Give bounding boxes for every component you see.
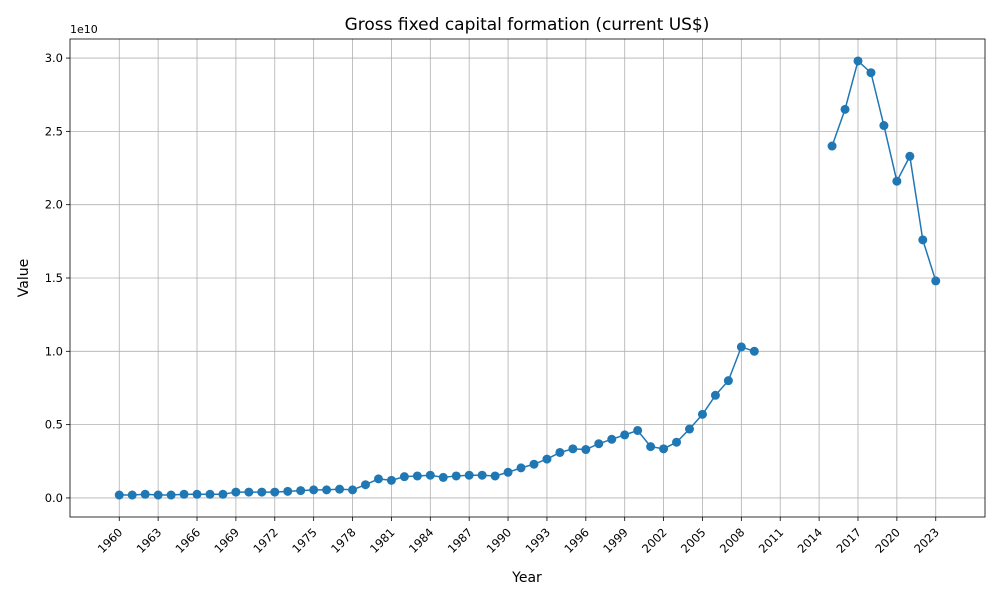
data-point	[620, 430, 630, 440]
x-tick-label: 1996	[561, 525, 592, 556]
data-point	[633, 425, 643, 435]
data-point	[490, 471, 500, 481]
series-line	[119, 345, 755, 496]
data-point	[309, 485, 319, 495]
data-point	[231, 487, 241, 497]
data-point	[555, 447, 565, 457]
y-axis-offset-text: 1e10	[70, 23, 98, 36]
data-point	[827, 141, 837, 151]
data-point	[361, 480, 370, 490]
y-tick-label: 2.5	[45, 124, 63, 138]
data-point	[503, 467, 513, 477]
x-axis-label: Year	[511, 570, 542, 586]
data-point	[710, 390, 720, 400]
data-point	[529, 459, 539, 469]
data-point	[594, 439, 604, 449]
x-tick-label: 1999	[600, 525, 631, 556]
x-tick-label: 1987	[445, 525, 476, 556]
x-tick-label: 1960	[95, 525, 126, 556]
x-tick-label: 1966	[173, 525, 204, 556]
data-point	[192, 489, 202, 499]
x-tick-label: 2017	[834, 525, 865, 556]
data-point	[166, 490, 176, 500]
series	[114, 56, 941, 500]
data-point	[140, 489, 150, 499]
y-tick-label: 0.0	[45, 491, 63, 505]
y-tick-label: 0.5	[45, 418, 63, 432]
data-point	[879, 121, 889, 131]
data-point	[892, 176, 902, 186]
x-tick-label: 1978	[328, 525, 359, 556]
y-tick-label: 1.5	[45, 271, 63, 285]
data-point	[568, 444, 578, 454]
x-tick-label: 2011	[756, 525, 787, 556]
x-tick-label: 1975	[289, 525, 320, 556]
x-tick-label: 2023	[911, 525, 942, 556]
data-point	[866, 68, 876, 78]
data-point	[218, 489, 228, 499]
x-tick-label: 1984	[406, 525, 437, 556]
data-point	[723, 376, 733, 386]
data-point	[412, 471, 422, 481]
data-point	[244, 487, 254, 497]
y-axis: 0.0 0.5 1.0 1.5 2.0 2.5 3.0	[45, 51, 70, 505]
data-point	[270, 487, 280, 497]
x-tick-label: 1963	[134, 525, 165, 556]
data-point	[127, 490, 137, 500]
x-tick-label: 1993	[522, 525, 553, 556]
data-point	[918, 235, 928, 245]
y-tick-label: 1.0	[45, 344, 63, 358]
x-tick-label: 2020	[872, 525, 903, 556]
data-point	[257, 487, 267, 497]
data-point	[736, 342, 746, 352]
x-tick-label: 1969	[211, 525, 242, 556]
data-point	[438, 472, 448, 482]
data-point	[373, 474, 383, 484]
data-point	[335, 484, 345, 494]
data-point	[840, 104, 850, 114]
data-point	[283, 486, 293, 496]
data-point	[477, 470, 487, 480]
data-point	[516, 463, 526, 473]
series-layer	[114, 56, 941, 500]
data-point	[386, 475, 396, 485]
chart-title: Gross fixed capital formation (current U…	[345, 15, 710, 35]
data-point	[581, 445, 591, 455]
data-point	[659, 444, 669, 454]
data-point	[296, 486, 306, 496]
data-point	[464, 470, 474, 480]
data-point	[542, 454, 552, 464]
data-point	[697, 409, 707, 419]
data-point	[399, 472, 409, 482]
data-point	[685, 424, 694, 434]
data-point	[179, 489, 189, 499]
x-axis: 1960 1963 1966 1969 1972 1975 1978 1981 1984 1987…	[95, 517, 942, 556]
data-point	[607, 434, 617, 444]
data-point	[205, 489, 215, 499]
data-point	[931, 276, 941, 286]
data-point	[672, 437, 682, 447]
x-tick-label: 2005	[678, 525, 709, 556]
data-point	[322, 485, 332, 495]
data-point	[114, 490, 124, 500]
y-tick-label: 2.0	[45, 198, 63, 212]
x-tick-label: 2008	[717, 525, 748, 556]
data-point	[905, 151, 915, 161]
data-point	[749, 346, 759, 356]
data-point	[425, 470, 435, 480]
data-point	[646, 442, 656, 452]
data-point	[451, 471, 461, 481]
x-tick-label: 1972	[250, 525, 281, 556]
x-tick-label: 2014	[795, 525, 826, 556]
y-axis-label: Value	[16, 259, 32, 297]
x-tick-label: 1981	[367, 525, 398, 556]
data-point	[348, 485, 358, 495]
x-tick-label: 2002	[639, 525, 670, 556]
data-point	[853, 56, 863, 66]
x-tick-label: 1990	[484, 525, 515, 556]
series-line	[831, 59, 937, 282]
data-point	[153, 490, 163, 500]
y-tick-label: 3.0	[45, 51, 63, 65]
